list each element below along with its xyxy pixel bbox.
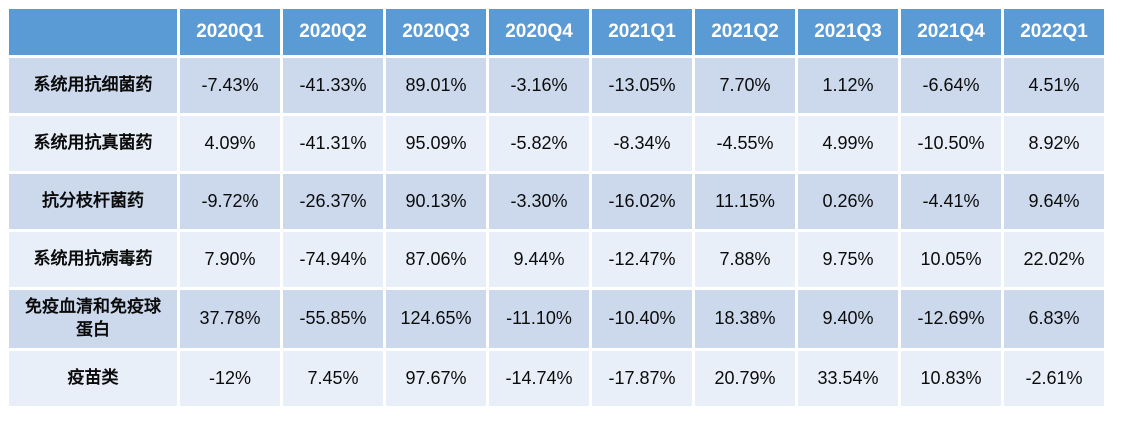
value-cell: 97.67% <box>386 350 486 406</box>
table-row: 系统用抗病毒药 7.90% -74.94% 87.06% 9.44% -12.47% 7.8… <box>9 232 1104 287</box>
table-row: 系统用抗细菌药 -7.43% -41.33% 89.01% -3.16% -13.05% 7… <box>9 58 1104 113</box>
row-label: 系统用抗病毒药 <box>9 232 177 287</box>
row-label: 系统用抗细菌药 <box>9 58 177 113</box>
row-label: 系统用抗真菌药 <box>9 116 177 171</box>
value-cell: 8.92% <box>1004 116 1104 171</box>
value-cell: -13.05% <box>592 58 692 113</box>
value-cell: -55.85% <box>283 290 383 348</box>
value-cell: 7.45% <box>283 350 383 406</box>
row-label: 免疫血清和免疫球蛋白 <box>9 290 177 348</box>
table-header: 2020Q1 2020Q2 2020Q3 2020Q4 2021Q1 2021Q2 2021… <box>9 9 1104 55</box>
value-cell: 90.13% <box>386 174 486 229</box>
value-cell: 33.54% <box>798 350 898 406</box>
value-cell: 37.78% <box>180 290 280 348</box>
table-row: 系统用抗真菌药 4.09% -41.31% 95.09% -5.82% -8.34% -4.… <box>9 116 1104 171</box>
value-cell: -6.64% <box>901 58 1001 113</box>
value-cell: 4.99% <box>798 116 898 171</box>
value-cell: -26.37% <box>283 174 383 229</box>
value-cell: 9.64% <box>1004 174 1104 229</box>
row-label: 抗分枝杆菌药 <box>9 174 177 229</box>
value-cell: 124.65% <box>386 290 486 348</box>
value-cell: 22.02% <box>1004 232 1104 287</box>
column-header: 2021Q2 <box>695 9 795 55</box>
value-cell: -41.31% <box>283 116 383 171</box>
value-cell: 7.88% <box>695 232 795 287</box>
row-label: 疫苗类 <box>9 350 177 406</box>
value-cell: -4.55% <box>695 116 795 171</box>
value-cell: 1.12% <box>798 58 898 113</box>
value-cell: -3.16% <box>489 58 589 113</box>
value-cell: -41.33% <box>283 58 383 113</box>
value-cell: 9.40% <box>798 290 898 348</box>
value-cell: -14.74% <box>489 350 589 406</box>
value-cell: 95.09% <box>386 116 486 171</box>
table-body: 系统用抗细菌药 -7.43% -41.33% 89.01% -3.16% -13.05% 7… <box>9 58 1104 406</box>
value-cell: -8.34% <box>592 116 692 171</box>
value-cell: 10.83% <box>901 350 1001 406</box>
value-cell: -7.43% <box>180 58 280 113</box>
column-header: 2020Q2 <box>283 9 383 55</box>
value-cell: -11.10% <box>489 290 589 348</box>
value-cell: -5.82% <box>489 116 589 171</box>
value-cell: -12% <box>180 350 280 406</box>
value-cell: 9.75% <box>798 232 898 287</box>
column-header: 2022Q1 <box>1004 9 1104 55</box>
column-header: 2021Q1 <box>592 9 692 55</box>
value-cell: -3.30% <box>489 174 589 229</box>
column-header: 2021Q4 <box>901 9 1001 55</box>
value-cell: 89.01% <box>386 58 486 113</box>
value-cell: -74.94% <box>283 232 383 287</box>
value-cell: 11.15% <box>695 174 795 229</box>
value-cell: 9.44% <box>489 232 589 287</box>
value-cell: 7.70% <box>695 58 795 113</box>
value-cell: -10.50% <box>901 116 1001 171</box>
value-cell: -10.40% <box>592 290 692 348</box>
value-cell: 10.05% <box>901 232 1001 287</box>
value-cell: 7.90% <box>180 232 280 287</box>
value-cell: -12.47% <box>592 232 692 287</box>
value-cell: -16.02% <box>592 174 692 229</box>
column-header: 2020Q4 <box>489 9 589 55</box>
value-cell: 87.06% <box>386 232 486 287</box>
table-row: 抗分枝杆菌药 -9.72% -26.37% 90.13% -3.30% -16.02% 11… <box>9 174 1104 229</box>
column-header: 2020Q3 <box>386 9 486 55</box>
quarterly-growth-table: 2020Q1 2020Q2 2020Q3 2020Q4 2021Q1 2021Q2 2021… <box>6 6 1107 409</box>
value-cell: -9.72% <box>180 174 280 229</box>
value-cell: -4.41% <box>901 174 1001 229</box>
value-cell: 6.83% <box>1004 290 1104 348</box>
table-row: 疫苗类 -12% 7.45% 97.67% -14.74% -17.87% 20.79% 33… <box>9 350 1104 406</box>
column-header: 2020Q1 <box>180 9 280 55</box>
value-cell: 20.79% <box>695 350 795 406</box>
value-cell: 18.38% <box>695 290 795 348</box>
header-row: 2020Q1 2020Q2 2020Q3 2020Q4 2021Q1 2021Q2 2021… <box>9 9 1104 55</box>
value-cell: -17.87% <box>592 350 692 406</box>
column-header: 2021Q3 <box>798 9 898 55</box>
value-cell: -12.69% <box>901 290 1001 348</box>
value-cell: 4.09% <box>180 116 280 171</box>
value-cell: 4.51% <box>1004 58 1104 113</box>
table-row: 免疫血清和免疫球蛋白 37.78% -55.85% 124.65% -11.10% -10… <box>9 290 1104 348</box>
value-cell: 0.26% <box>798 174 898 229</box>
value-cell: -2.61% <box>1004 350 1104 406</box>
corner-cell <box>9 9 177 55</box>
